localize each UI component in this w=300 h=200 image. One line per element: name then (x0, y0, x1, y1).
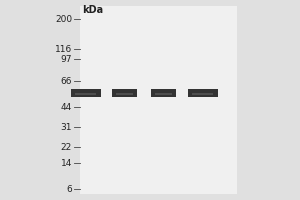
Text: 44: 44 (61, 102, 72, 112)
Bar (154, 93, 172, 95)
Bar (80, 6, 237, 194)
Bar (188, 89, 218, 97)
Bar (116, 93, 134, 95)
Text: 6: 6 (66, 184, 72, 194)
Text: 22: 22 (61, 142, 72, 152)
Text: 97: 97 (61, 54, 72, 64)
Bar (112, 89, 137, 97)
Text: 14: 14 (61, 158, 72, 168)
Bar (192, 93, 213, 95)
Bar (151, 89, 176, 97)
Text: kDa: kDa (82, 5, 103, 15)
Text: 116: 116 (55, 45, 72, 53)
Text: 31: 31 (61, 122, 72, 132)
Text: 200: 200 (55, 15, 72, 23)
Text: 66: 66 (61, 76, 72, 86)
Bar (75, 93, 96, 95)
Bar (70, 89, 101, 97)
